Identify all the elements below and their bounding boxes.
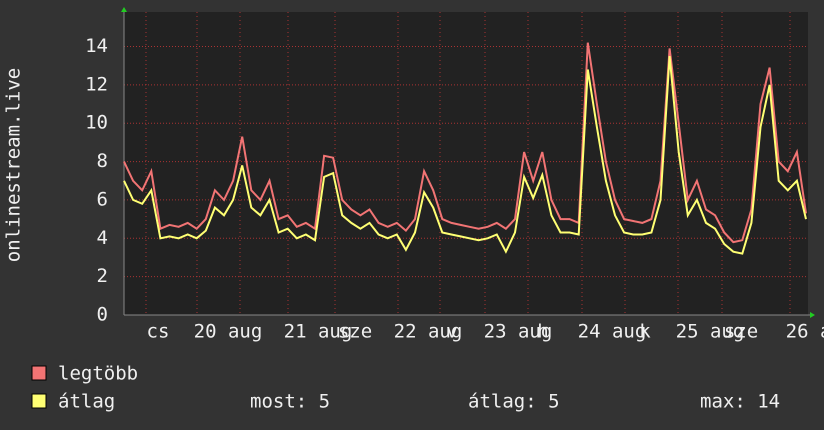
x-tick-label: 26 aug [786, 321, 824, 343]
y-tick-label: 10 [85, 112, 108, 134]
x-tick-label: 23 aug [484, 321, 553, 343]
y-tick-label: 6 [97, 188, 108, 210]
x-tick-label: sze [338, 321, 372, 343]
x-tick-label: 21 aug [284, 321, 353, 343]
arrow [810, 312, 815, 318]
legend-swatch [31, 365, 47, 381]
x-tick-label: 25 aug [676, 321, 745, 343]
y-tick-label: 8 [97, 150, 108, 172]
x-tick-label: h [537, 321, 548, 343]
y-tick-label: 4 [97, 227, 108, 249]
x-tick-label: k [639, 321, 651, 343]
series-line [123, 56, 807, 255]
x-tick-label: v [446, 321, 457, 343]
y-tick-label: 14 [85, 35, 108, 57]
y-tick-label: 2 [97, 265, 108, 287]
series-line [123, 42, 807, 244]
plot-area [124, 12, 808, 315]
x-tick-label: sze [724, 321, 758, 343]
x-tick-label: 22 aug [394, 321, 463, 343]
x-tick-label: 24 aug [578, 321, 647, 343]
legend-label: átlag [58, 391, 115, 413]
x-tick-label: cs [147, 321, 170, 343]
x-tick-label: 20 aug [194, 321, 263, 343]
y-axis-label: onlinestream.live [3, 68, 25, 262]
stat: most: 5 [250, 391, 330, 413]
stat: átlag: 5 [468, 391, 560, 413]
arrow [121, 7, 127, 12]
y-tick-label: 0 [97, 304, 108, 326]
legend-label: legtöbb [58, 363, 138, 385]
stat: max: 14 [700, 391, 780, 413]
legend-swatch [31, 393, 47, 409]
y-tick-label: 12 [85, 73, 108, 95]
